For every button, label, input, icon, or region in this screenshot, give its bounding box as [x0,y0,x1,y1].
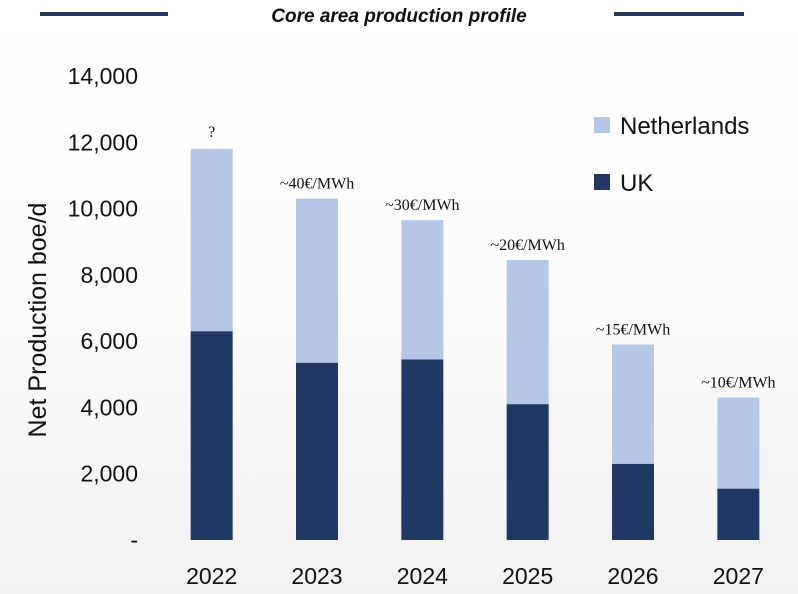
legend-swatch-uk [594,174,610,190]
legend-swatch-netherlands [594,117,610,133]
bar-uk-2022 [190,331,233,540]
price-annotation: ~30€/MWh [385,197,459,214]
x-tick-label: 2026 [607,563,658,589]
bar-netherlands-2022 [190,148,233,332]
chart-title: Core area production profile [271,6,527,27]
y-axis-label: Net Production boe/d [24,203,52,438]
y-tick-label: - [130,527,138,553]
bar-uk-2024 [401,359,444,540]
y-tick-label: 8,000 [80,262,138,288]
y-tick-label: 6,000 [80,328,138,354]
x-tick-label: 2025 [502,563,553,589]
header-line-right [614,12,744,16]
bar-netherlands-2023 [296,198,338,363]
price-annotation: ~20€/MWh [490,237,564,254]
legend-label-netherlands: Netherlands [620,113,749,140]
bar-netherlands-2027 [717,397,760,489]
y-tick-label: 2,000 [80,461,138,487]
bar-netherlands-2024 [401,220,444,360]
price-annotation: ~10€/MWh [701,374,775,391]
price-annotation: ? [208,124,215,141]
bar-uk-2027 [717,488,760,540]
bar-netherlands-2025 [506,259,549,405]
price-annotation: ~15€/MWh [596,321,670,338]
y-tick-label: 14,000 [68,63,138,89]
y-tick-label: 4,000 [80,394,138,420]
x-tick-label: 2027 [713,563,764,589]
header-line-left [40,12,168,16]
bar-netherlands-2026 [612,344,654,464]
x-tick-label: 2022 [186,563,237,589]
bar-uk-2025 [506,404,549,540]
y-tick-label: 10,000 [68,196,138,222]
x-tick-label: 2024 [397,563,448,589]
price-annotation: ~40€/MWh [280,176,354,193]
legend-label-uk: UK [620,170,653,197]
bar-uk-2023 [296,362,338,540]
y-tick-label: 12,000 [68,129,138,155]
bar-uk-2026 [612,463,654,540]
x-tick-label: 2023 [291,563,342,589]
